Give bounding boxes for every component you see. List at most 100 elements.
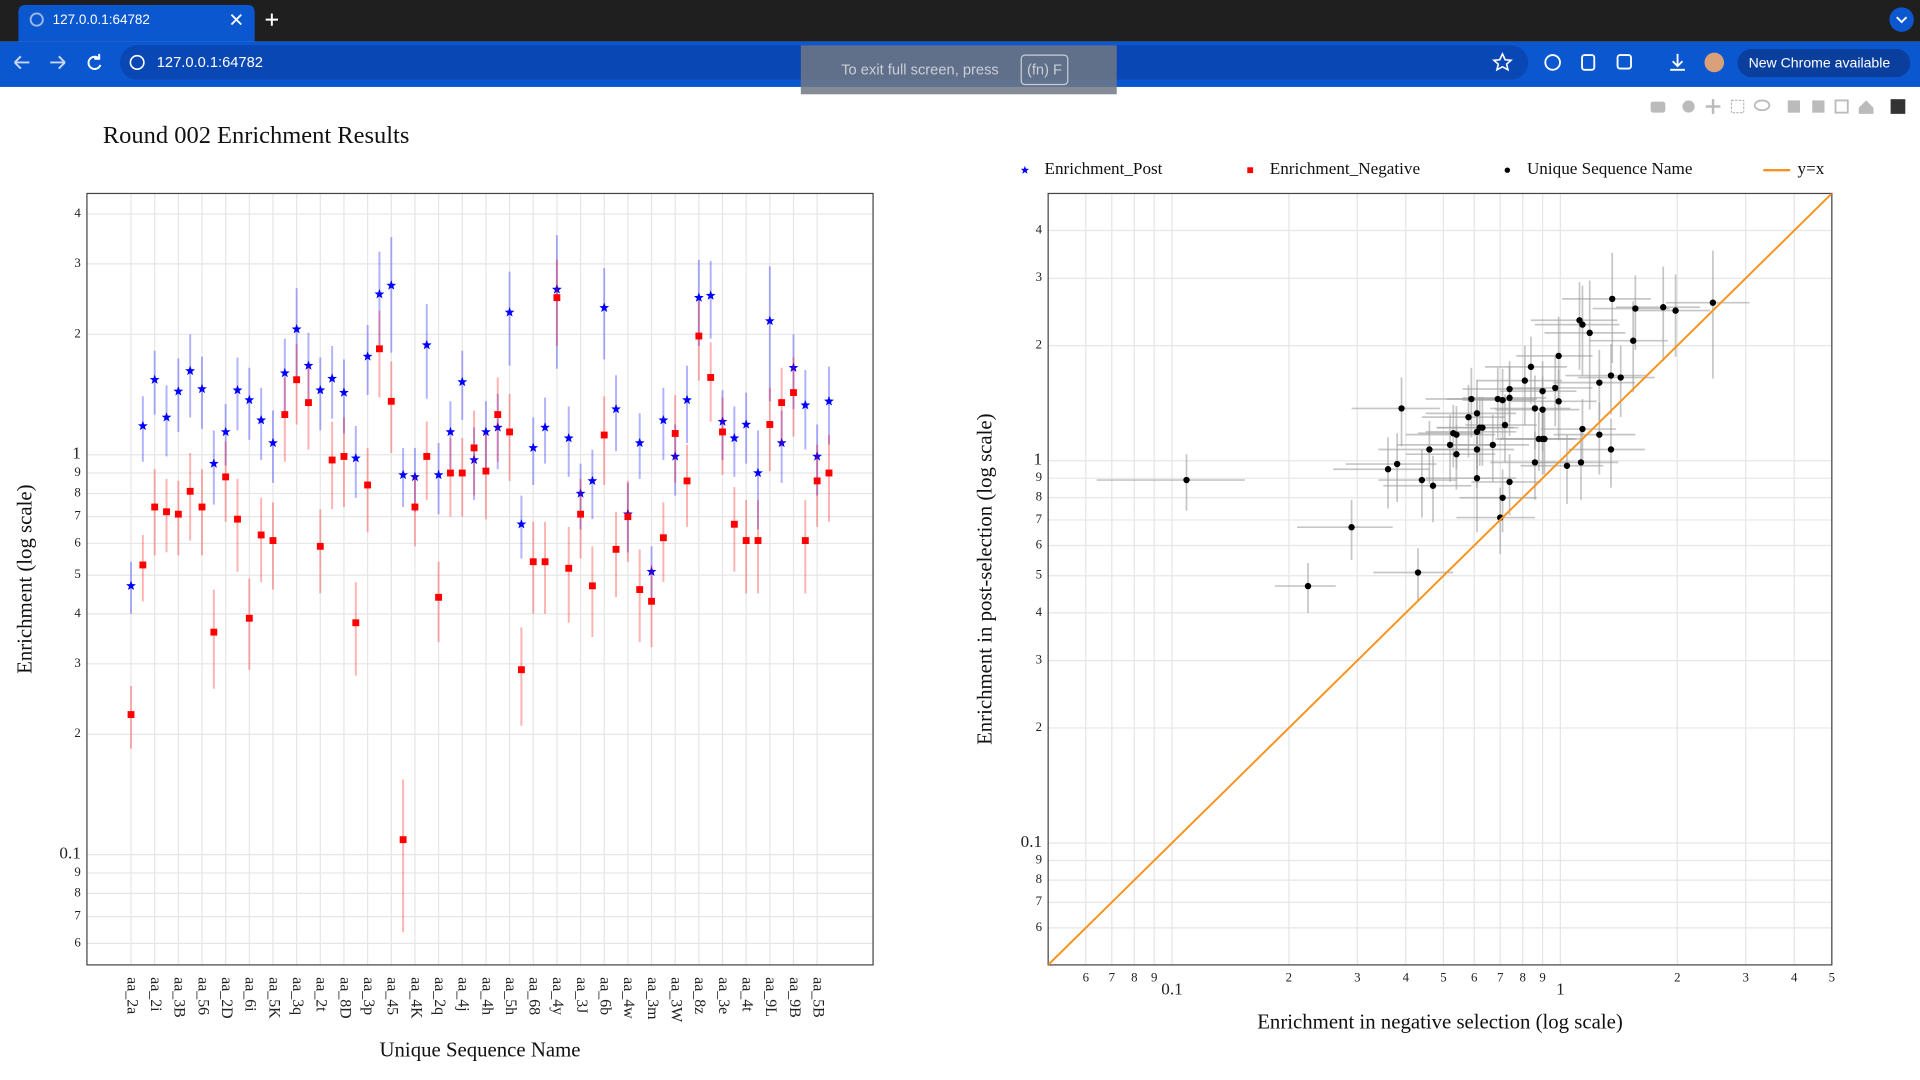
tab-search[interactable]	[1889, 7, 1914, 32]
tab-title: 127.0.0.1:64782	[53, 12, 150, 27]
plot-frame	[86, 192, 874, 966]
marker-square	[174, 510, 182, 518]
marker-circle	[1576, 317, 1583, 324]
modebar-logo[interactable]	[1890, 99, 1906, 114]
marker-square	[801, 537, 809, 544]
x-tick-label: aa_2t	[313, 977, 330, 1012]
active-tab[interactable]	[18, 4, 255, 42]
marker-square	[316, 542, 324, 550]
marker-square	[210, 628, 218, 636]
marker-star	[469, 454, 479, 465]
legend-item[interactable]: Unique Sequence Name	[1504, 159, 1693, 178]
marker-star	[268, 437, 278, 448]
marker-star	[741, 419, 752, 429]
marker-star	[374, 289, 385, 299]
y-tick-label: 9	[74, 465, 80, 479]
y-tick-label: 1	[1033, 450, 1042, 469]
new-tab[interactable]	[265, 13, 278, 26]
marker-circle	[1473, 428, 1481, 436]
x-tick-label: 7	[1109, 970, 1116, 984]
legend-item[interactable]: Enrichment_Negative	[1247, 159, 1420, 178]
marker-circle	[1586, 329, 1593, 337]
marker-square	[281, 411, 289, 418]
profile-avatar[interactable]	[1704, 52, 1725, 73]
marker-square	[376, 345, 383, 353]
forward-button[interactable]	[50, 55, 66, 70]
site-info[interactable]	[129, 54, 145, 70]
marker-circle	[1453, 451, 1460, 458]
marker-circle	[1539, 387, 1546, 395]
marker-square	[529, 558, 537, 566]
marker-circle	[1527, 363, 1535, 371]
plot-data	[1048, 193, 1832, 965]
marker-circle	[1183, 476, 1190, 484]
marker-square	[340, 453, 348, 460]
marker-square	[399, 836, 407, 844]
marker-star	[208, 458, 219, 468]
x-tick-label: aa_2a	[123, 977, 140, 1014]
marker-circle	[1393, 460, 1401, 468]
marker-star	[812, 451, 823, 461]
marker-circle	[1563, 462, 1571, 469]
reload-button[interactable]	[87, 53, 102, 70]
y-tick-label: 2	[1036, 720, 1042, 734]
legend-item[interactable]: Enrichment_Post	[1020, 159, 1163, 178]
update-button[interactable]	[1737, 48, 1911, 78]
marker-star	[220, 426, 231, 437]
tab-close[interactable]	[230, 14, 242, 26]
modebar-pan[interactable]	[1705, 99, 1721, 114]
marker-square	[186, 487, 194, 495]
marker-circle	[1552, 384, 1559, 392]
y-tick-label: 9	[1036, 470, 1042, 484]
x-tick-label: aa_3W	[668, 977, 685, 1022]
extensions-menu[interactable]	[1616, 54, 1632, 70]
marker-square	[269, 537, 277, 544]
marker-square	[636, 586, 644, 594]
marker-square	[778, 399, 786, 407]
modebar-reset[interactable]	[1858, 100, 1874, 114]
marker-square	[470, 444, 478, 452]
modebar-zoom-out[interactable]	[1812, 100, 1825, 113]
x-tick-label: aa_2D	[218, 977, 235, 1019]
bookmark-star[interactable]	[1491, 51, 1513, 72]
fullscreen-toast	[800, 45, 1117, 95]
modebar-zoom[interactable]	[1682, 100, 1695, 113]
y-tick-label: 0.1	[1021, 832, 1042, 851]
y-tick-label: 4	[1036, 605, 1043, 619]
marker-square	[328, 456, 336, 464]
marker-star	[433, 469, 444, 480]
y-tick-label: 5	[1036, 568, 1042, 582]
y-tick-label: 2	[74, 726, 80, 740]
marker-square	[707, 374, 715, 381]
back-button[interactable]	[14, 55, 30, 70]
extension-icon[interactable]	[1581, 54, 1596, 71]
modebar-zoom-in[interactable]	[1787, 100, 1800, 113]
marker-square	[387, 397, 395, 405]
marker-circle	[1501, 421, 1509, 429]
marker-star	[256, 415, 267, 425]
modebar-box-select[interactable]	[1730, 99, 1745, 114]
marker-star	[611, 403, 621, 414]
marker-square	[659, 534, 667, 542]
y-tick-label: 8	[74, 885, 80, 899]
marker-circle	[1596, 431, 1603, 438]
modebar-camera[interactable]	[1650, 101, 1666, 113]
marker-star	[824, 396, 834, 406]
y-tick-label: 4	[74, 606, 81, 620]
x-tick-label: aa_3m	[644, 977, 661, 1020]
marker-circle	[1446, 441, 1454, 449]
marker-star	[682, 394, 692, 405]
tab-favicon	[29, 12, 44, 27]
marker-square	[411, 503, 419, 511]
legend-item[interactable]: y=x	[1763, 159, 1825, 178]
marker-circle	[1630, 337, 1637, 344]
modebar-lasso[interactable]	[1753, 99, 1771, 112]
extension-icon[interactable]	[1544, 54, 1561, 71]
y-tick-label: 6	[1036, 920, 1043, 934]
marker-square	[766, 421, 774, 428]
modebar-autoscale[interactable]	[1834, 99, 1849, 114]
x-tick-label: aa_4h	[478, 977, 495, 1015]
x-tick-label: aa_6b	[597, 977, 614, 1015]
downloads[interactable]	[1670, 53, 1685, 71]
